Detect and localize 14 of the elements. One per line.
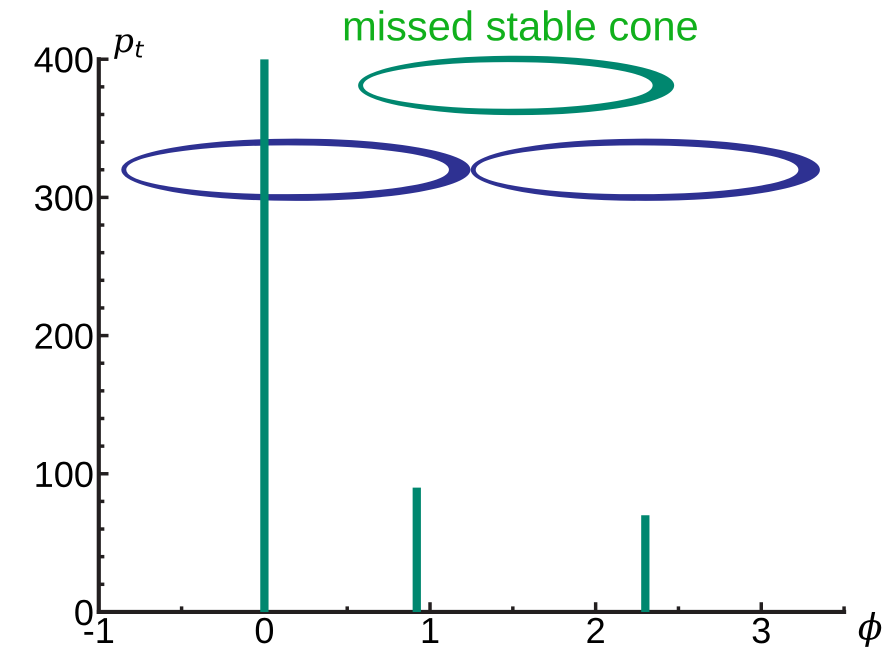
x-axis-title: ϕ (858, 612, 882, 647)
y-tick-label: 200 (35, 323, 93, 350)
bar (412, 488, 421, 612)
y-axis-title: p$_{t}$ (114, 34, 144, 59)
text: missed stable cone (344, 10, 697, 41)
x-tick-label: 2 (587, 618, 604, 643)
bar (260, 59, 269, 612)
bar (641, 515, 650, 612)
y-tick-label: 100 (36, 462, 93, 488)
y-tick-label: 400 (34, 47, 93, 73)
x-tick-label: 3 (752, 618, 770, 644)
x-tick-label: 0 (256, 618, 274, 644)
y-tick-label: 300 (35, 185, 93, 211)
x-tick-label: 1 (422, 618, 438, 643)
